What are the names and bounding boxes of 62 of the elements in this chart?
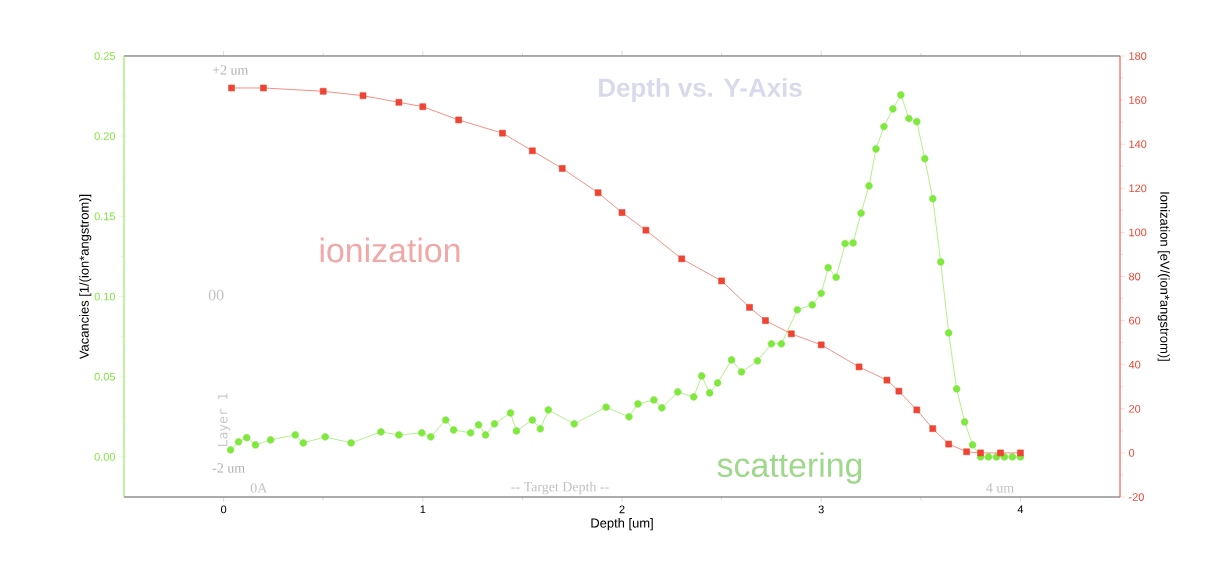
x-tick-label: 3 bbox=[818, 505, 824, 514]
y2-tick-label: 180 bbox=[1129, 52, 1147, 60]
annotation: -2 um bbox=[212, 463, 245, 473]
y2-tick-label: 100 bbox=[1129, 228, 1147, 237]
annotation: scattering bbox=[717, 452, 862, 484]
x-tick-label: 0 bbox=[220, 505, 227, 514]
point bbox=[855, 363, 863, 371]
point bbox=[260, 84, 267, 92]
point bbox=[788, 330, 795, 338]
y2-tick-label: 160 bbox=[1129, 96, 1147, 104]
point bbox=[895, 387, 903, 395]
y2-tick-label: 60 bbox=[1129, 316, 1141, 325]
annotation: 00 bbox=[208, 289, 224, 301]
point bbox=[746, 304, 753, 311]
point bbox=[455, 116, 462, 124]
annotation: 4 um bbox=[986, 483, 1014, 493]
point bbox=[817, 341, 825, 349]
point bbox=[678, 255, 686, 263]
y2-tick-label: -20 bbox=[1129, 493, 1144, 501]
annotation: 0A bbox=[250, 483, 268, 493]
point bbox=[929, 425, 937, 432]
point bbox=[228, 84, 235, 92]
annotation: -- Target Depth -- bbox=[511, 481, 609, 495]
y2-tick-label: 40 bbox=[1128, 360, 1141, 369]
point bbox=[913, 406, 921, 414]
point bbox=[762, 317, 769, 324]
point bbox=[977, 449, 984, 457]
y2-tick-label: 140 bbox=[1129, 140, 1147, 149]
y2-axis-title: Ionization [eV/(ion*angstrom)] bbox=[1157, 192, 1170, 361]
y-tick-label: 0.20 bbox=[94, 132, 116, 141]
x-axis-title: Depth [um] bbox=[591, 518, 653, 531]
y-axis-title: Vacancies [1/(ion*angstrom)] bbox=[79, 194, 92, 360]
annotation: ionization bbox=[320, 237, 460, 263]
y-tick-label: 0.25 bbox=[94, 52, 116, 60]
y-tick-label: 0.10 bbox=[94, 292, 116, 301]
x-tick-label: 1 bbox=[420, 505, 426, 514]
point bbox=[642, 226, 650, 234]
point bbox=[499, 129, 506, 137]
y2-tick-label: 80 bbox=[1129, 272, 1141, 281]
y2-tick-label: 120 bbox=[1129, 184, 1147, 193]
point bbox=[359, 92, 367, 99]
y-tick-label: 0.05 bbox=[94, 372, 116, 381]
x-tick-label: 4 bbox=[1017, 505, 1024, 514]
point bbox=[963, 448, 970, 456]
y-tick-label: 0.15 bbox=[94, 212, 116, 221]
annotation: +2 um bbox=[212, 65, 249, 75]
y2-tick-label: 20 bbox=[1129, 404, 1141, 413]
point bbox=[529, 147, 536, 155]
x-tick-label: 2 bbox=[619, 505, 625, 514]
point bbox=[945, 440, 952, 448]
point bbox=[594, 189, 602, 196]
y2-tick-label: 0 bbox=[1128, 449, 1135, 457]
point bbox=[718, 277, 725, 285]
point bbox=[395, 99, 403, 106]
point bbox=[997, 449, 1004, 457]
y-tick-label: 0.00 bbox=[94, 453, 116, 461]
point bbox=[883, 376, 891, 384]
point bbox=[319, 87, 327, 95]
point bbox=[618, 209, 626, 216]
point bbox=[558, 165, 566, 172]
point bbox=[419, 103, 427, 110]
point bbox=[1017, 449, 1024, 457]
